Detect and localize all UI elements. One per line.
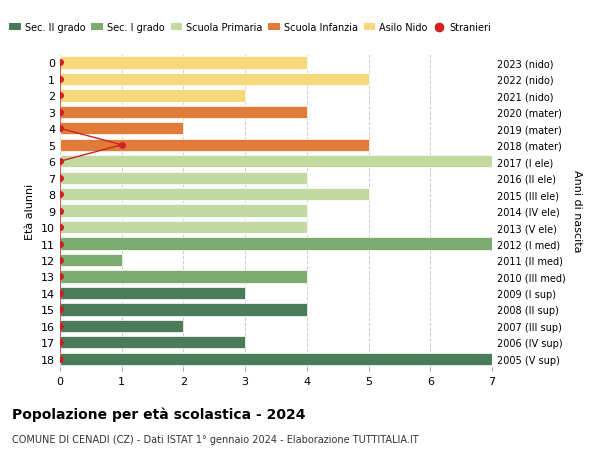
Bar — [60, 106, 307, 119]
Text: Popolazione per età scolastica - 2024: Popolazione per età scolastica - 2024 — [12, 406, 305, 421]
Bar — [60, 221, 307, 234]
Y-axis label: Età alunni: Età alunni — [25, 183, 35, 239]
Bar — [60, 139, 368, 151]
Bar — [60, 303, 307, 316]
Legend: Sec. II grado, Sec. I grado, Scuola Primaria, Scuola Infanzia, Asilo Nido, Stran: Sec. II grado, Sec. I grado, Scuola Prim… — [5, 19, 494, 37]
Bar — [60, 123, 184, 135]
Bar — [60, 156, 492, 168]
Bar — [60, 287, 245, 299]
Bar — [60, 336, 245, 349]
Bar — [60, 189, 368, 201]
Bar — [60, 172, 307, 185]
Bar — [60, 90, 245, 102]
Y-axis label: Anni di nascita: Anni di nascita — [572, 170, 582, 252]
Bar — [60, 205, 307, 217]
Bar — [60, 73, 368, 86]
Bar — [60, 353, 492, 365]
Bar — [60, 254, 122, 267]
Bar — [60, 57, 307, 69]
Text: COMUNE DI CENADI (CZ) - Dati ISTAT 1° gennaio 2024 - Elaborazione TUTTITALIA.IT: COMUNE DI CENADI (CZ) - Dati ISTAT 1° ge… — [12, 434, 419, 444]
Bar — [60, 271, 307, 283]
Bar — [60, 238, 492, 250]
Bar — [60, 320, 184, 332]
